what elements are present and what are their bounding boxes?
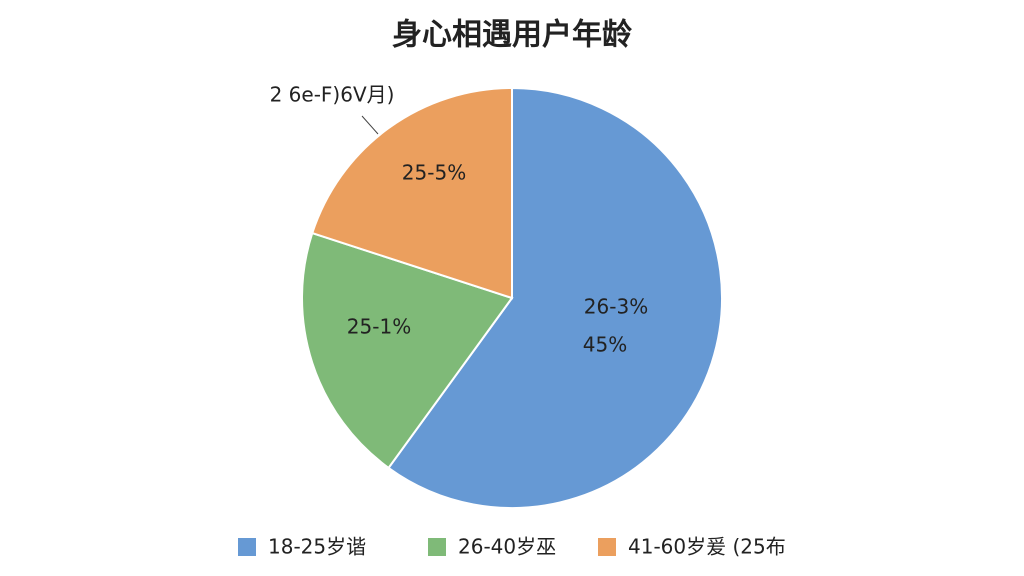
- pie-slice: [311, 86, 513, 300]
- annotation: 2 6e-F)6V月): [270, 83, 395, 107]
- legend-swatch: [428, 538, 446, 556]
- legend-label: 18-25岁谐: [268, 535, 366, 559]
- annotation: 26-3%: [584, 295, 648, 319]
- pie-slice: [301, 231, 514, 470]
- annotation: 25-5%: [402, 161, 466, 185]
- leader-line: [361, 115, 379, 135]
- legend-label: 26-40岁巫: [458, 535, 556, 559]
- legend-swatch: [238, 538, 256, 556]
- annotation: 25-1%: [347, 315, 411, 339]
- legend-swatch: [598, 538, 616, 556]
- annotation: 45%: [583, 333, 627, 357]
- pie-slice: [387, 86, 723, 509]
- legend-label: 41-60岁爰 (25布: [628, 535, 786, 559]
- chart-title: 身心相遇用户年龄: [392, 18, 633, 53]
